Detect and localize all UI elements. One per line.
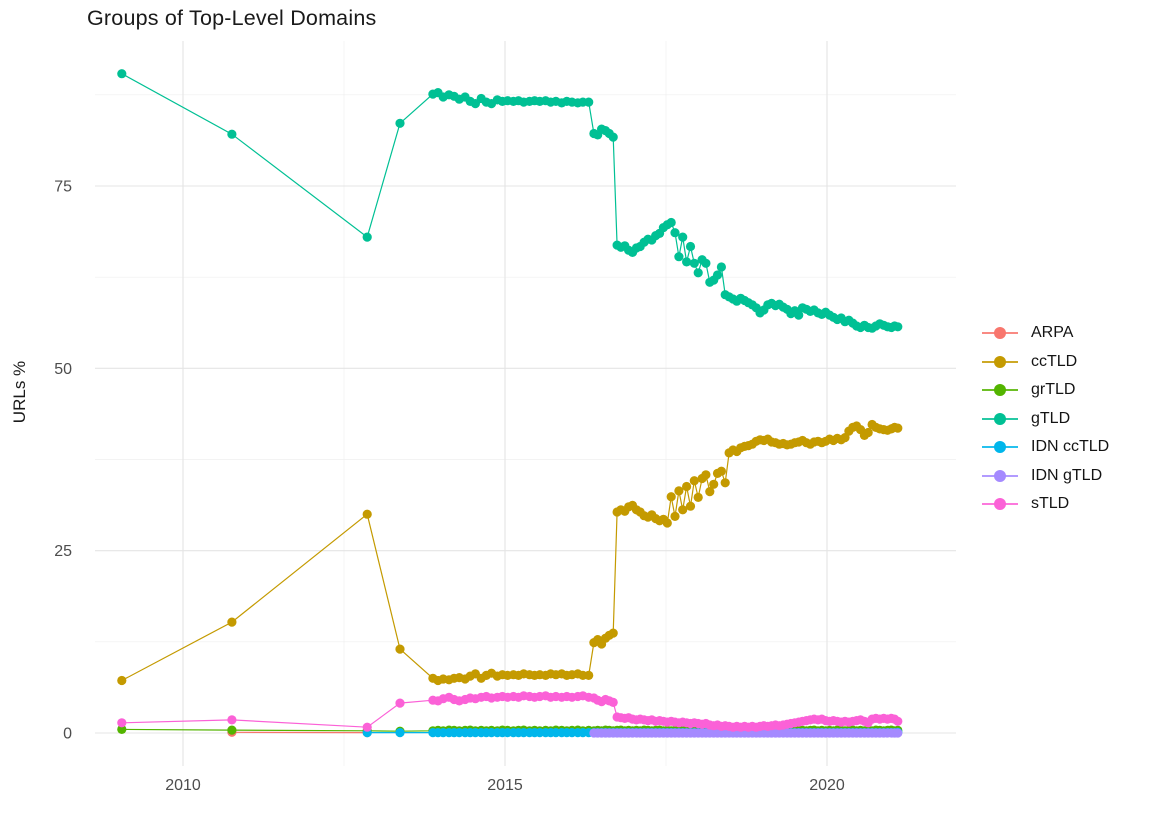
legend-item-cctld: ccTLD — [982, 348, 1109, 377]
legend-key-icon — [982, 441, 1018, 454]
legend-key-icon — [982, 469, 1018, 482]
series-stld — [117, 691, 903, 732]
x-tick-label: 2015 — [487, 777, 523, 794]
gridlines — [95, 41, 956, 766]
legend-item-idn-gtld: IDN gTLD — [982, 462, 1109, 491]
legend-label: ccTLD — [1031, 352, 1078, 370]
chart-title: Groups of Top-Level Domains — [87, 6, 377, 30]
series-cctld — [117, 419, 903, 686]
y-tick-label: 50 — [54, 361, 72, 378]
series-idn-gtld — [589, 728, 903, 738]
y-tick-label: 25 — [54, 543, 72, 560]
legend-item-grtld: grTLD — [982, 376, 1109, 405]
legend-key-icon — [982, 498, 1018, 511]
legend-label: sTLD — [1031, 495, 1070, 513]
y-tick-label: 0 — [63, 726, 72, 743]
legend-label: gTLD — [1031, 409, 1071, 427]
series-gtld — [117, 69, 903, 333]
legend-item-gtld: gTLD — [982, 405, 1109, 434]
legend-item-idn-cctld: IDN ccTLD — [982, 433, 1109, 462]
legend-label: ARPA — [1031, 324, 1074, 342]
legend-label: IDN ccTLD — [1031, 438, 1110, 456]
axis-tick-labels: 2010 2015 2020 0 25 50 75 — [54, 179, 845, 794]
legend-key-icon — [982, 384, 1018, 397]
legend-label: grTLD — [1031, 381, 1076, 399]
legend-key-icon — [982, 412, 1018, 425]
y-tick-label: 75 — [54, 179, 72, 196]
series-arpa — [227, 727, 372, 738]
legend-label: IDN gTLD — [1031, 466, 1103, 484]
legend-item-arpa: ARPA — [982, 319, 1109, 348]
x-tick-label: 2010 — [165, 777, 201, 794]
y-axis-title: URLs % — [10, 360, 29, 424]
legend-key-icon — [982, 327, 1018, 340]
x-tick-label: 2020 — [809, 777, 845, 794]
legend: ARPA ccTLD grTLD gTLD IDN ccTLD IDN gTLD sTLD — [982, 319, 1109, 519]
legend-item-stld: sTLD — [982, 490, 1109, 519]
legend-key-icon — [982, 355, 1018, 368]
